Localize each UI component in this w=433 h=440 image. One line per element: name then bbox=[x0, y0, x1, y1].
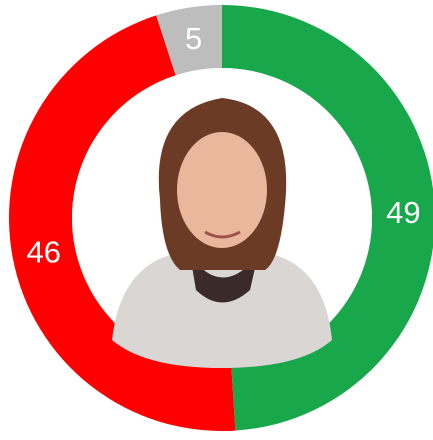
donut-slice bbox=[156, 5, 222, 76]
portrait-jacket bbox=[112, 255, 332, 368]
slice-label: 49 bbox=[386, 195, 420, 230]
donut-slice bbox=[9, 15, 236, 432]
slices bbox=[9, 5, 433, 432]
slice-label: 5 bbox=[185, 21, 202, 56]
portrait-face bbox=[177, 132, 267, 248]
slice-label: 46 bbox=[26, 235, 60, 270]
portrait-necklace bbox=[190, 255, 258, 303]
portrait-smile bbox=[204, 230, 241, 239]
portrait bbox=[72, 68, 372, 368]
labels: 49 46 5 bbox=[26, 21, 420, 269]
donut-slice bbox=[222, 5, 433, 431]
